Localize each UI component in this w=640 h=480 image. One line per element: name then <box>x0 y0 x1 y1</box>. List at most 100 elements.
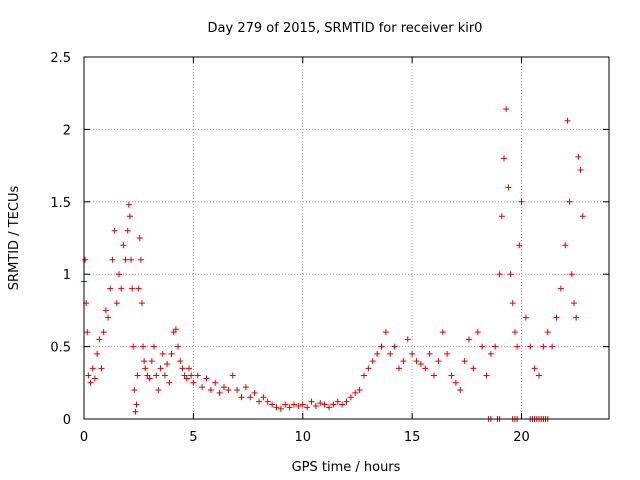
data-point <box>136 235 143 241</box>
data-point <box>479 343 486 350</box>
data-point <box>89 365 96 372</box>
data-point <box>439 329 446 336</box>
data-point <box>522 314 529 321</box>
data-point <box>132 408 139 415</box>
data-point <box>234 387 241 394</box>
data-point <box>131 387 138 394</box>
data-point <box>96 336 103 343</box>
data-point <box>282 401 289 408</box>
data-point <box>168 350 175 357</box>
data-point <box>124 227 131 234</box>
data-point <box>352 389 359 396</box>
data-point <box>527 343 534 350</box>
data-point <box>118 285 125 292</box>
data-point <box>382 329 389 336</box>
data-point <box>396 365 402 372</box>
data-point <box>256 398 262 405</box>
data-point <box>238 394 245 401</box>
data-point <box>116 271 122 278</box>
chart-title: Day 279 of 2015, SRMTID for receiver kir… <box>208 21 483 36</box>
data-point <box>483 372 490 379</box>
data-point <box>507 271 514 278</box>
y-tick-label: 0 <box>63 413 71 428</box>
data-point <box>269 401 276 408</box>
data-point <box>135 285 142 292</box>
data-point <box>107 285 114 292</box>
data-point <box>221 384 227 391</box>
data-point <box>374 350 381 357</box>
data-point <box>317 400 324 407</box>
x-tick-label: 15 <box>404 430 421 445</box>
data-point <box>277 405 284 412</box>
data-point <box>312 402 319 409</box>
data-point <box>466 336 472 343</box>
data-point <box>177 358 184 365</box>
data-point <box>179 365 186 372</box>
data-point <box>501 155 507 162</box>
data-point <box>509 300 516 307</box>
data-point <box>304 404 311 411</box>
data-point <box>365 365 372 372</box>
data-point <box>100 329 107 336</box>
data-point <box>172 326 179 333</box>
data-point <box>461 358 468 365</box>
data-point <box>155 387 162 394</box>
data-point <box>98 365 105 372</box>
data-point <box>400 358 407 365</box>
data-point <box>435 358 442 365</box>
data-point <box>573 314 580 321</box>
data-point <box>339 401 346 408</box>
data-point <box>562 242 569 249</box>
data-point <box>133 401 140 408</box>
data-point <box>536 372 542 379</box>
data-point <box>474 329 481 336</box>
data-point <box>564 117 571 124</box>
y-tick-label: 1.5 <box>50 196 71 211</box>
data-point <box>571 300 577 307</box>
y-axis-title: SRMTID / TECUs <box>7 186 22 291</box>
data-point <box>422 365 429 372</box>
data-point <box>273 404 280 411</box>
data-point <box>216 389 223 396</box>
data-point <box>347 394 354 401</box>
y-tick-label: 1 <box>63 268 71 283</box>
data-point <box>553 314 560 321</box>
data-point <box>295 402 302 409</box>
data-point <box>109 256 116 263</box>
data-point <box>579 213 586 220</box>
data-point <box>111 227 118 234</box>
data-series <box>81 106 586 422</box>
data-point <box>199 384 206 391</box>
data-point <box>126 213 133 220</box>
data-point <box>470 365 477 372</box>
data-point <box>426 350 433 357</box>
x-tick-label: 10 <box>294 430 311 445</box>
data-point <box>308 398 315 405</box>
x-tick-label: 5 <box>189 430 197 445</box>
data-point <box>186 365 192 372</box>
data-point <box>128 256 135 263</box>
data-point <box>94 350 101 357</box>
data-point <box>378 343 385 350</box>
data-point <box>452 379 459 386</box>
data-point <box>175 343 182 350</box>
y-tick-label: 2 <box>63 123 71 138</box>
data-point <box>369 358 376 365</box>
data-point <box>120 242 127 249</box>
data-point <box>166 379 173 386</box>
data-point <box>157 365 164 372</box>
data-point <box>518 198 525 205</box>
data-point <box>247 394 254 401</box>
axis-ticks: 0 5 10 15 20 0 0.5 1 1.5 2 2.5 <box>50 51 609 445</box>
data-point <box>225 387 232 394</box>
plot-frame <box>83 56 610 420</box>
data-point <box>299 401 306 408</box>
data-point <box>326 404 332 411</box>
data-point <box>207 387 214 394</box>
data-point <box>444 350 451 357</box>
grid <box>84 57 609 419</box>
data-point <box>129 285 136 292</box>
data-point <box>334 398 341 405</box>
data-point <box>148 358 155 365</box>
